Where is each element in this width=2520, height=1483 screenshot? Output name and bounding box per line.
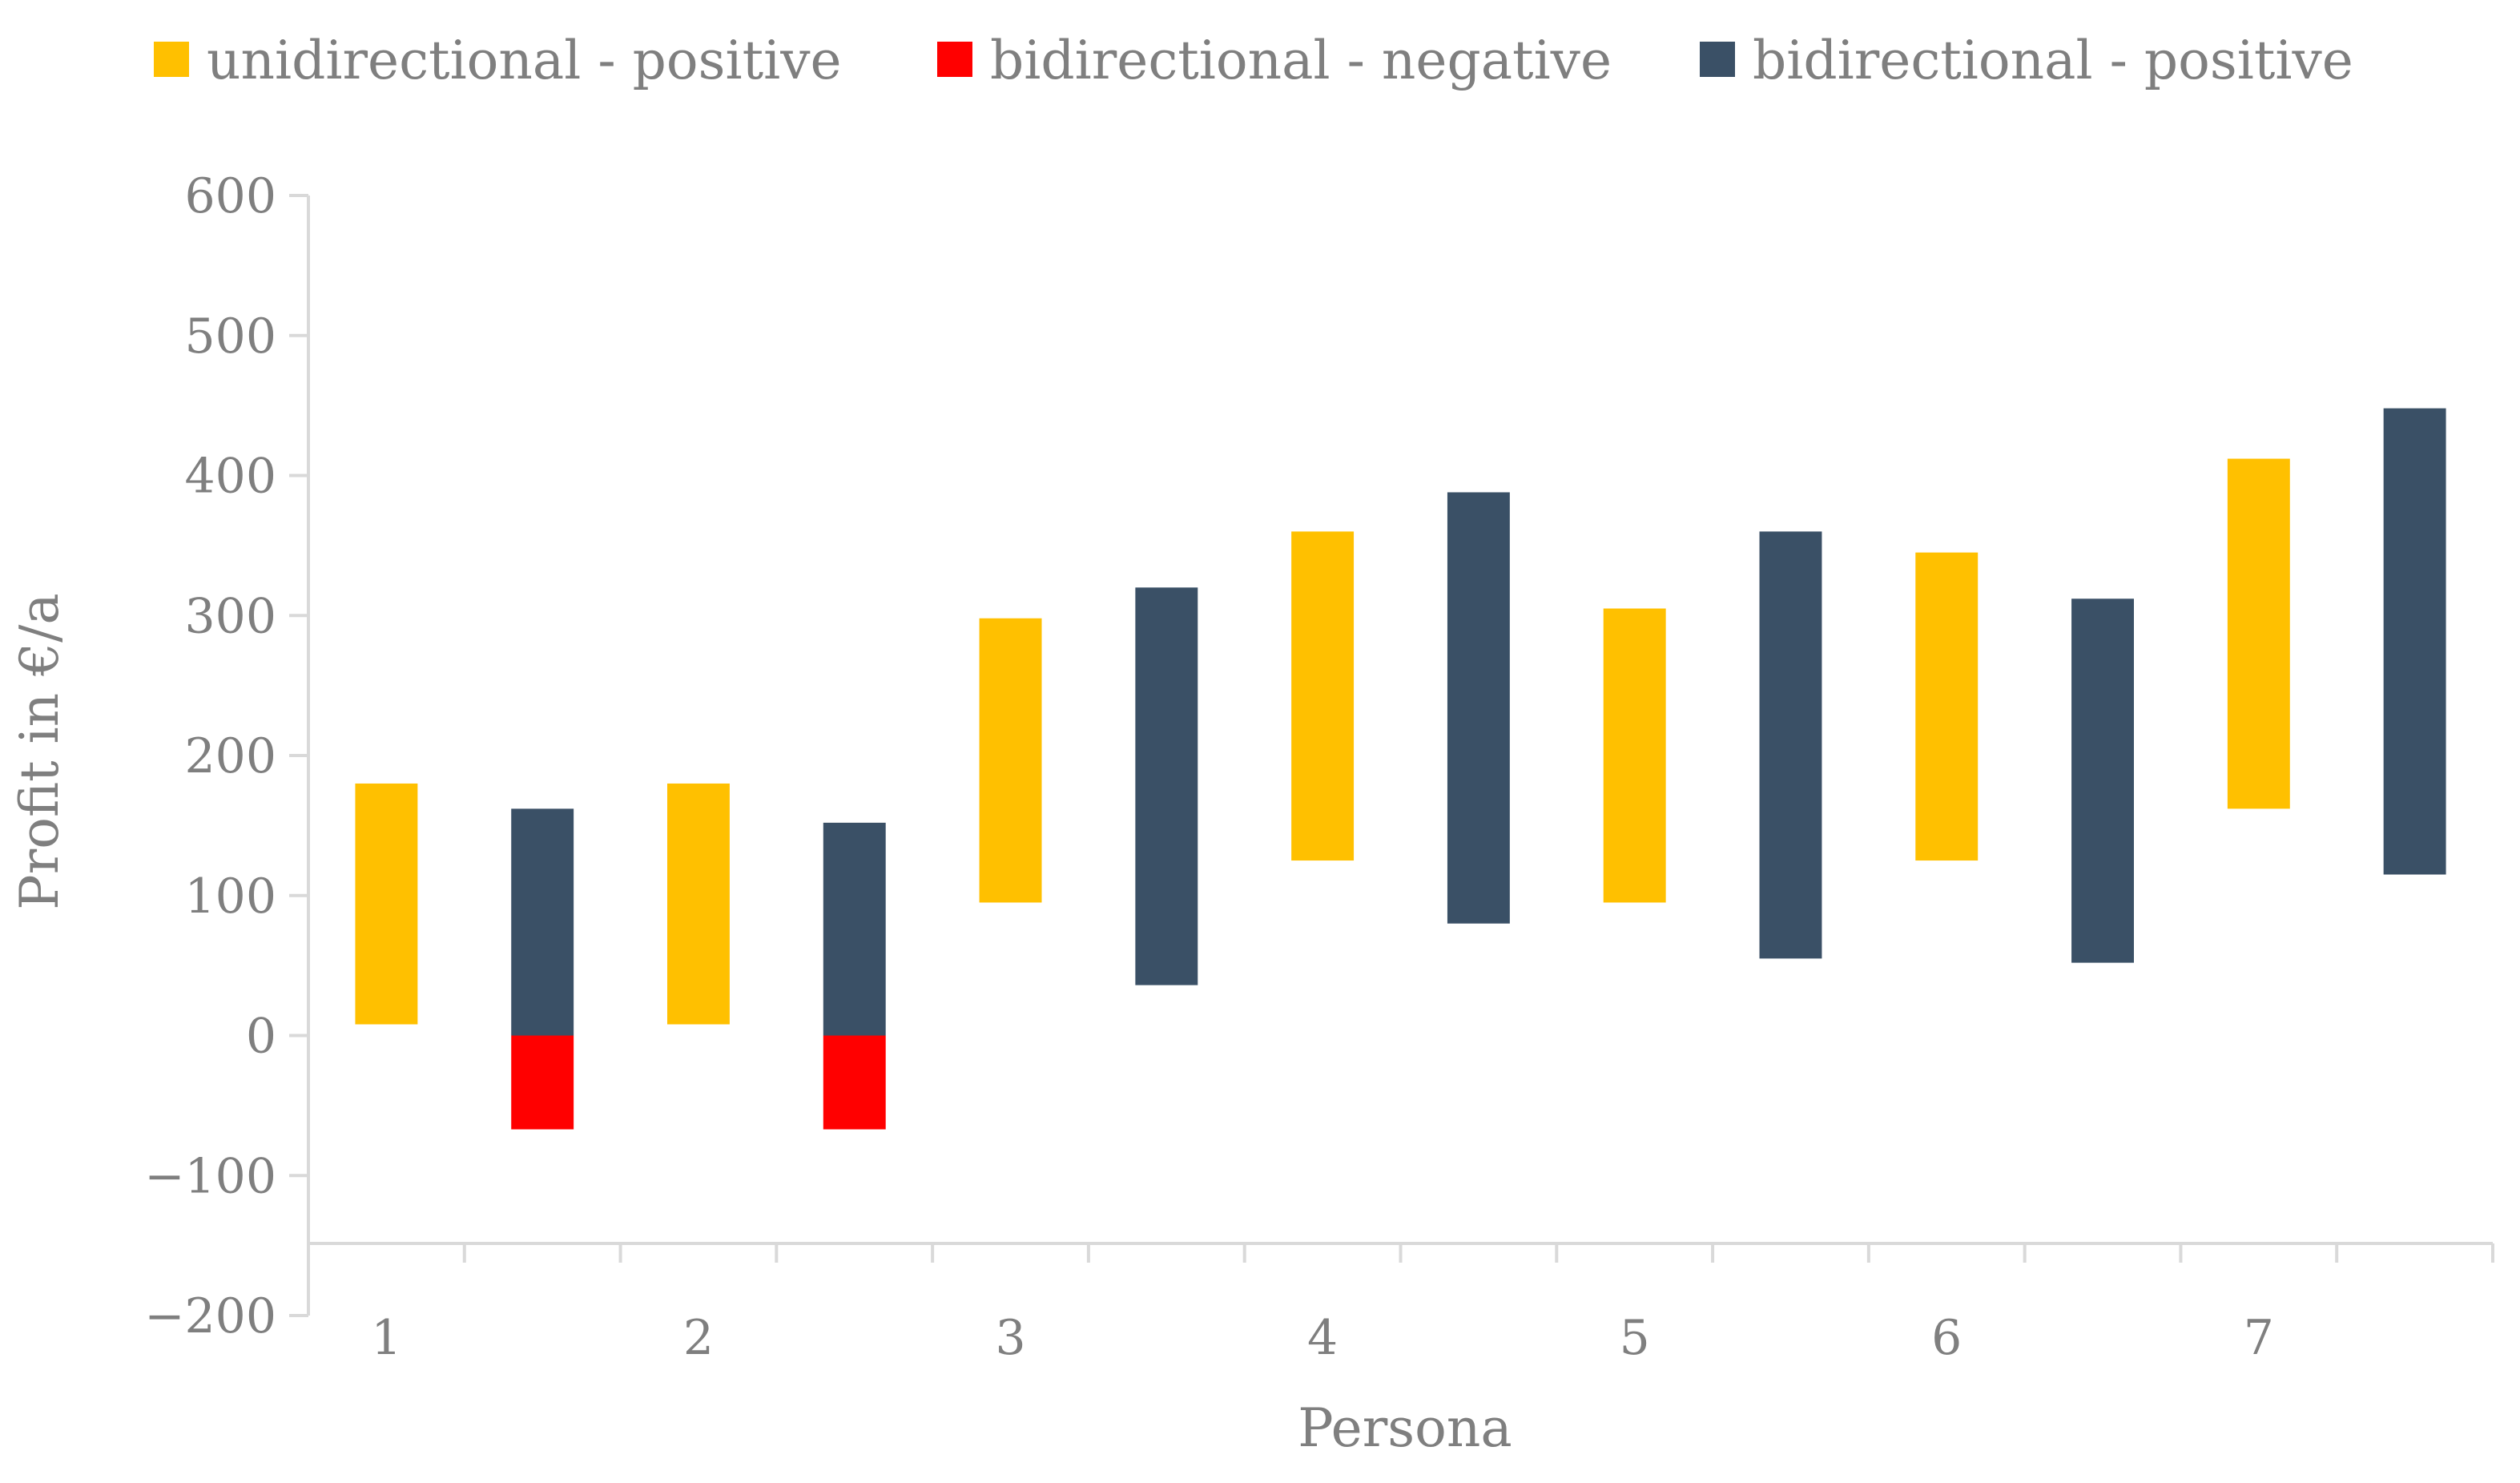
- bar: [511, 808, 574, 1036]
- bar: [667, 783, 730, 1025]
- bar: [823, 822, 886, 1036]
- y-tick-label: −100: [144, 1148, 276, 1204]
- x-tick-label: 7: [2244, 1310, 2274, 1366]
- axes: [307, 195, 2493, 1316]
- y-tick-label: 0: [246, 1009, 276, 1065]
- y-tick-label: 200: [184, 728, 276, 784]
- bar: [511, 1035, 574, 1130]
- bar: [2383, 408, 2446, 875]
- y-tick-label: 400: [184, 449, 276, 505]
- bar: [1759, 531, 1822, 959]
- y-axis-title: Profit in €/a: [9, 593, 70, 909]
- x-tick-label: 3: [995, 1310, 1025, 1366]
- x-tick-label: 5: [1620, 1310, 1650, 1366]
- bar: [1291, 531, 1355, 861]
- y-tick-label: 300: [184, 588, 276, 644]
- x-tick-label: 6: [1931, 1310, 1962, 1366]
- bar: [2227, 458, 2290, 809]
- y-tick-label: 500: [184, 308, 276, 365]
- x-axis-ticks: 1 2 3 4 5 6 7: [371, 1243, 2494, 1366]
- legend: unidirectional - positive bidirectional -…: [154, 30, 2353, 91]
- bar: [1135, 587, 1198, 985]
- legend-swatch: [1700, 42, 1735, 77]
- x-axis-title: Persona: [1298, 1397, 1512, 1459]
- x-tick-label: 2: [683, 1310, 714, 1366]
- bar: [1915, 552, 1979, 861]
- bar: [823, 1035, 886, 1130]
- legend-swatch: [937, 42, 972, 77]
- legend-swatch: [154, 42, 189, 77]
- y-axis-ticks: −200 −100 0 100 200 300 400 500 600: [144, 168, 308, 1344]
- y-tick-label: 600: [184, 168, 276, 224]
- y-tick-label: 100: [184, 868, 276, 925]
- y-tick-label: −200: [144, 1288, 276, 1344]
- bar: [2071, 598, 2134, 963]
- bar: [355, 783, 418, 1025]
- bars: [355, 408, 2446, 1130]
- bar: [1603, 608, 1666, 903]
- legend-label: bidirectional - negative: [990, 30, 1612, 91]
- legend-label: bidirectional - positive: [1753, 30, 2353, 91]
- legend-label: unidirectional - positive: [207, 30, 842, 91]
- x-tick-label: 4: [1307, 1310, 1338, 1366]
- bar: [979, 618, 1042, 903]
- x-tick-label: 1: [371, 1310, 401, 1366]
- bar: [1447, 492, 1510, 924]
